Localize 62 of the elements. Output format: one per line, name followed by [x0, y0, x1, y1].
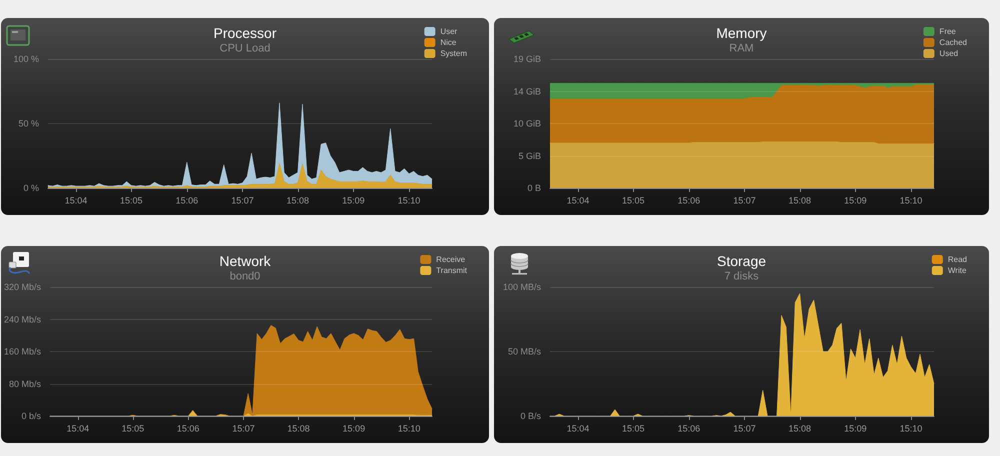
x-tick-label: 15:09	[342, 424, 366, 434]
chart-title: Storage	[716, 253, 766, 269]
x-tick-label: 15:10	[398, 196, 420, 206]
y-tick-label: 19 GiB	[513, 54, 541, 64]
x-tick-label: 15:10	[398, 424, 420, 434]
x-tick-label: 15:07	[733, 424, 756, 434]
legend-label: System	[440, 49, 468, 58]
y-tick-label: 0 %	[23, 183, 39, 193]
chart-title: Network	[219, 253, 272, 269]
legend-label: Receive	[436, 255, 466, 264]
legend-label: User	[440, 27, 458, 36]
x-tick-label: 15:09	[342, 196, 365, 206]
y-tick-label: 50 MB/s	[508, 346, 542, 356]
x-tick-label: 15:05	[120, 196, 143, 206]
legend-label: Cached	[939, 38, 968, 47]
y-tick-label: 10 GiB	[513, 118, 541, 128]
x-tick-label: 15:06	[678, 196, 700, 206]
chart-subtitle: CPU Load	[220, 42, 270, 54]
x-tick-label: 15:05	[622, 424, 645, 434]
legend-label: Nice	[440, 38, 457, 47]
y-tick-label: 50 %	[18, 118, 39, 128]
legend-label: Transmit	[436, 266, 468, 275]
y-tick-label: 0 b/s	[22, 411, 42, 421]
x-tick-label: 15:07	[733, 196, 756, 206]
x-tick-label: 15:08	[788, 424, 812, 434]
legend-label: Used	[939, 49, 958, 58]
y-tick-label: 240 Mb/s	[4, 314, 42, 324]
y-tick-label: 100 %	[13, 54, 39, 64]
x-tick-label: 15:07	[231, 196, 254, 206]
y-tick-label: 80 Mb/s	[9, 378, 42, 389]
x-tick-label: 15:04	[66, 424, 90, 434]
legend-label: Free	[939, 27, 956, 36]
x-tick-label: 15:06	[176, 424, 200, 434]
legend-label: Read	[948, 255, 967, 264]
x-tick-label: 15:05	[622, 196, 645, 206]
y-tick-label: 0 B	[527, 183, 541, 193]
x-tick-label: 15:04	[64, 196, 88, 206]
x-tick-label: 15:10	[900, 196, 922, 206]
x-tick-label: 15:06	[176, 196, 198, 206]
y-tick-label: 0 B/s	[520, 411, 542, 421]
chart-title: Processor	[213, 25, 277, 41]
x-tick-label: 15:05	[122, 424, 144, 434]
x-tick-label: 15:08	[286, 196, 310, 206]
y-tick-label: 320 Mb/s	[4, 282, 42, 292]
x-tick-label: 15:09	[844, 424, 867, 434]
chart-subtitle: bond0	[230, 270, 260, 282]
x-tick-label: 15:08	[788, 196, 812, 206]
y-tick-label: 5 GiB	[518, 150, 541, 161]
x-tick-label: 15:07	[232, 424, 255, 434]
x-tick-label: 15:10	[900, 424, 922, 434]
chart-subtitle: 7 disks	[724, 270, 760, 282]
x-tick-label: 15:08	[287, 424, 310, 434]
x-tick-label: 15:04	[566, 196, 590, 206]
chart-title: Memory	[716, 25, 767, 41]
legend-label: Write	[948, 266, 967, 275]
chart-subtitle: RAM	[729, 42, 754, 54]
x-tick-label: 15:04	[566, 424, 590, 434]
x-tick-label: 15:06	[678, 424, 700, 434]
y-tick-label: 160 Mb/s	[4, 346, 42, 356]
y-tick-label: 14 GiB	[513, 86, 541, 96]
x-tick-label: 15:09	[844, 196, 867, 206]
y-tick-label: 100 MB/s	[502, 282, 542, 292]
